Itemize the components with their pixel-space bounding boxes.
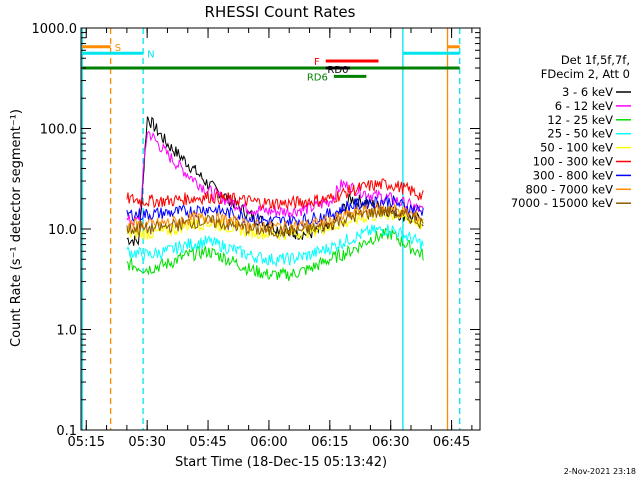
flag-label-s: S <box>115 43 121 54</box>
series-line-1 <box>126 116 424 246</box>
y-tick-label: 100.0 <box>40 123 77 138</box>
legend-entry-label: 3 - 6 keV <box>562 85 613 99</box>
legend-entry-label: 800 - 7000 keV <box>525 182 613 196</box>
legend: Det 1f,5f,7f, FDecim 2, Att 0 3 - 6 keV6… <box>511 53 631 210</box>
x-axis-label: Start Time (18-Dec-15 05:13:42) <box>175 455 387 470</box>
flag-label-rd0: RD0 <box>327 65 348 76</box>
flag-label-n: N <box>147 49 154 60</box>
y-tick-label: 1.0 <box>56 324 77 339</box>
series-line-3 <box>126 227 424 282</box>
x-tick-label: 05:15 <box>68 435 105 450</box>
x-tick-label: 06:00 <box>250 435 287 450</box>
legend-entry-label: 25 - 50 keV <box>547 127 613 141</box>
generation-timestamp: 2-Nov-2021 23:18 <box>564 467 636 476</box>
x-tick-label: 05:45 <box>189 435 226 450</box>
y-tick-label: 0.1 <box>56 424 77 439</box>
y-tick-label: 10.0 <box>48 223 77 238</box>
legend-entry-label: 12 - 25 keV <box>547 113 613 127</box>
x-tick-label: 06:45 <box>433 435 470 450</box>
series-line-7 <box>126 194 424 228</box>
y-tick-label: 1000.0 <box>32 22 78 37</box>
flag-label-f: F <box>314 57 320 68</box>
legend-entry-label: 7000 - 15000 keV <box>511 196 613 210</box>
series-line-2 <box>126 130 424 228</box>
x-tick-label: 05:30 <box>128 435 165 450</box>
series-group <box>126 116 424 282</box>
legend-entry-label: 6 - 12 keV <box>555 99 613 113</box>
series-line-9 <box>126 205 424 239</box>
flag-label-rd6: RD6 <box>307 72 328 83</box>
legend-entry-label: 50 - 100 keV <box>540 141 613 155</box>
y-axis-label: Count Rate (s⁻¹ detector segment⁻¹) <box>9 109 24 347</box>
legend-header-line-2: FDecim 2, Att 0 <box>541 67 630 81</box>
series-line-6 <box>126 178 424 211</box>
x-tick-label: 06:30 <box>372 435 409 450</box>
chart-title: RHESSI Count Rates <box>205 3 356 21</box>
legend-entry-label: 100 - 300 keV <box>533 155 613 169</box>
x-tick-label: 06:15 <box>311 435 348 450</box>
legend-entry-label: 300 - 800 keV <box>533 168 613 182</box>
series-line-4 <box>126 224 424 268</box>
legend-header-line-1: Det 1f,5f,7f, <box>561 53 630 67</box>
